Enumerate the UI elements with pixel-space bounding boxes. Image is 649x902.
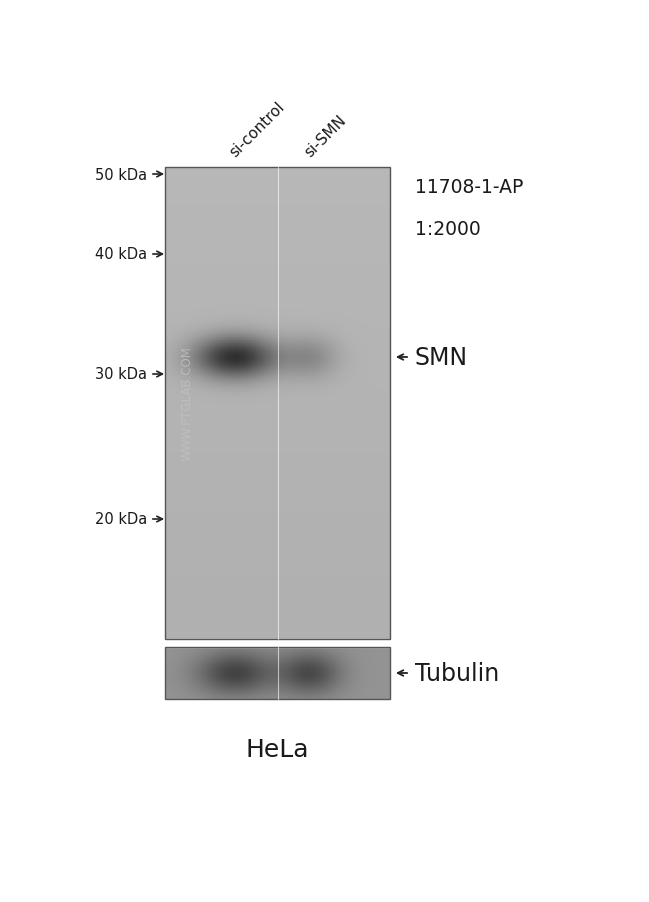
Text: 1:2000: 1:2000 <box>415 220 481 239</box>
Text: SMN: SMN <box>415 345 468 370</box>
Text: 50 kDa: 50 kDa <box>95 167 147 182</box>
Text: si-control: si-control <box>227 99 287 160</box>
Text: 20 kDa: 20 kDa <box>95 512 147 527</box>
Text: WWW.PTGLAB.COM: WWW.PTGLAB.COM <box>180 346 193 461</box>
Text: 11708-1-AP: 11708-1-AP <box>415 178 523 197</box>
Bar <box>165 168 390 640</box>
Text: si-SMN: si-SMN <box>301 113 349 160</box>
Text: 30 kDa: 30 kDa <box>95 367 147 382</box>
Text: 40 kDa: 40 kDa <box>95 247 147 262</box>
Text: HeLa: HeLa <box>246 737 310 761</box>
Text: Tubulin: Tubulin <box>415 661 499 686</box>
Bar <box>165 648 390 699</box>
